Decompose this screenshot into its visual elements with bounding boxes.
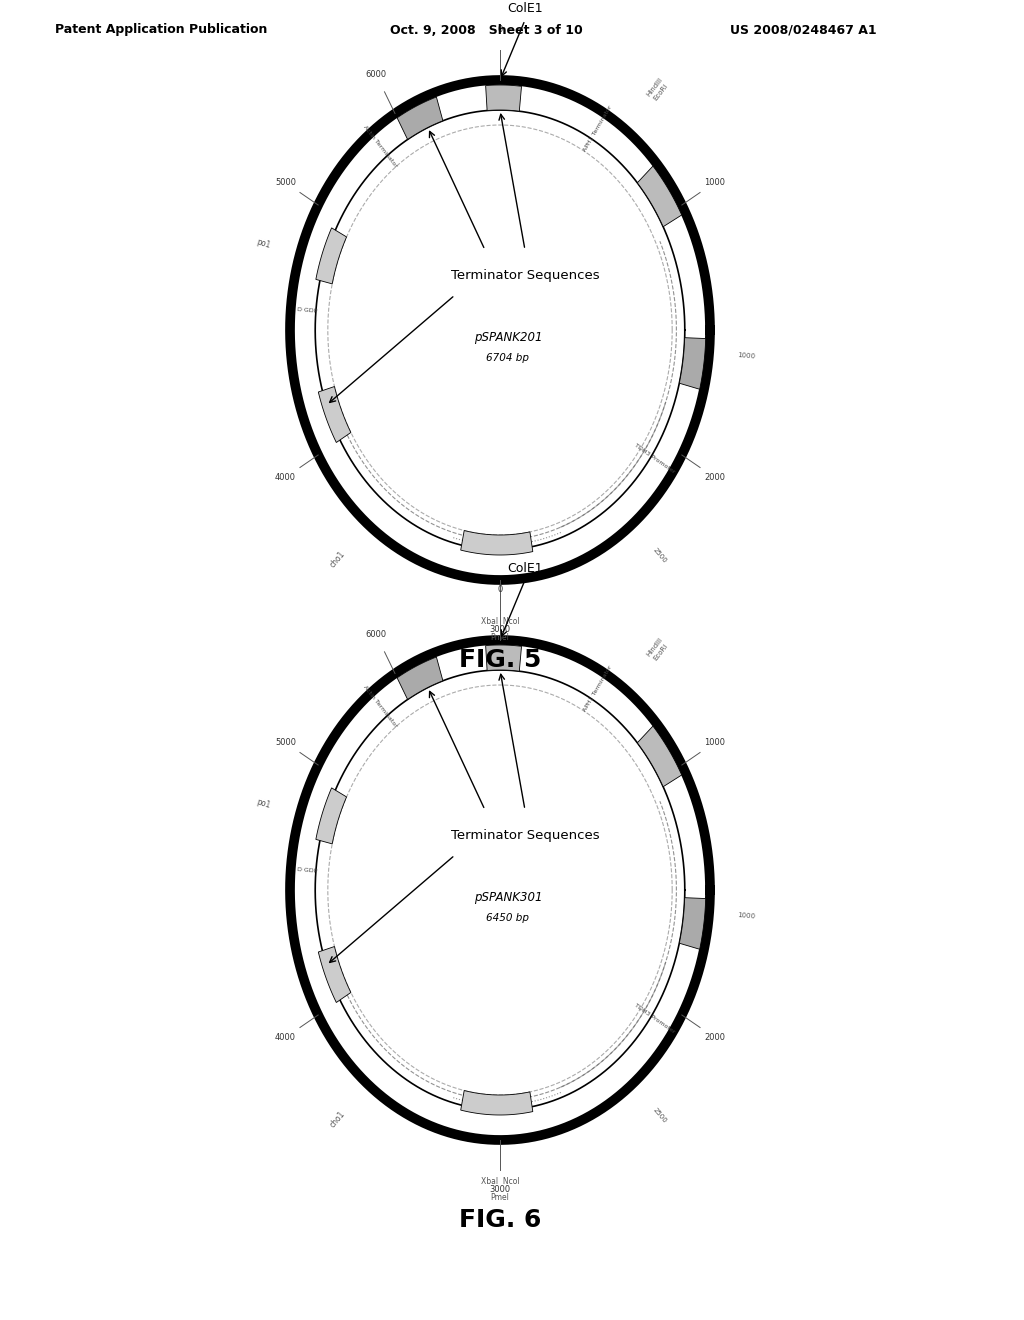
Text: FIG. 6: FIG. 6 bbox=[459, 1208, 542, 1232]
Text: 3000: 3000 bbox=[489, 1185, 511, 1195]
Text: Actin Terminator: Actin Terminator bbox=[361, 125, 397, 169]
Text: 0: 0 bbox=[498, 25, 503, 34]
Text: US 2008/0248467 A1: US 2008/0248467 A1 bbox=[730, 24, 877, 37]
Text: 6000: 6000 bbox=[366, 630, 387, 639]
Polygon shape bbox=[397, 657, 443, 700]
Text: Terminator Sequences: Terminator Sequences bbox=[451, 829, 599, 842]
Text: Patent Application Publication: Patent Application Publication bbox=[55, 24, 267, 37]
Polygon shape bbox=[318, 946, 351, 1002]
Polygon shape bbox=[679, 898, 706, 949]
Text: pSPANK201: pSPANK201 bbox=[474, 331, 543, 345]
Text: Actin Terminator: Actin Terminator bbox=[361, 685, 397, 729]
Text: ColE1: ColE1 bbox=[507, 562, 543, 576]
Text: 4000: 4000 bbox=[274, 1034, 296, 1041]
Text: HindIII
EcoRI: HindIII EcoRI bbox=[646, 638, 670, 663]
Text: pSPANK301: pSPANK301 bbox=[474, 891, 543, 904]
Text: TDH3 Promoter: TDH3 Promoter bbox=[634, 444, 676, 475]
Polygon shape bbox=[315, 228, 346, 284]
Text: APH1 Terminator: APH1 Terminator bbox=[583, 665, 613, 713]
Polygon shape bbox=[679, 338, 706, 389]
Polygon shape bbox=[461, 1090, 532, 1115]
Text: cho1: cho1 bbox=[329, 1110, 347, 1130]
Text: XbaI  NcoI: XbaI NcoI bbox=[480, 618, 519, 627]
Text: PmeI: PmeI bbox=[490, 1192, 509, 1201]
Text: 5000: 5000 bbox=[274, 738, 296, 747]
Text: 1000: 1000 bbox=[737, 912, 756, 920]
Text: 5000: 5000 bbox=[274, 178, 296, 187]
Text: cho1: cho1 bbox=[329, 550, 347, 570]
Text: XbaI  NcoI: XbaI NcoI bbox=[480, 1177, 519, 1187]
Text: APH1 Terminator: APH1 Terminator bbox=[583, 104, 613, 153]
Text: FIG. 5: FIG. 5 bbox=[459, 648, 542, 672]
Text: 1000: 1000 bbox=[705, 738, 725, 747]
Text: HindIII
EcoRI: HindIII EcoRI bbox=[646, 77, 670, 103]
Polygon shape bbox=[637, 166, 682, 227]
Text: D GDP: D GDP bbox=[297, 867, 317, 874]
Polygon shape bbox=[637, 726, 682, 787]
Text: TDH3 Promoter: TDH3 Promoter bbox=[634, 1003, 676, 1035]
Text: 1000: 1000 bbox=[737, 352, 756, 359]
Text: 4000: 4000 bbox=[274, 473, 296, 482]
Text: 2000: 2000 bbox=[705, 473, 725, 482]
Polygon shape bbox=[315, 788, 346, 843]
Text: 0: 0 bbox=[498, 586, 503, 594]
Text: 1000: 1000 bbox=[705, 178, 725, 187]
Polygon shape bbox=[485, 84, 521, 111]
Text: 6000: 6000 bbox=[366, 70, 387, 79]
Text: PmeI: PmeI bbox=[490, 632, 509, 642]
Text: 2500: 2500 bbox=[651, 548, 668, 565]
Text: D GDP: D GDP bbox=[297, 306, 317, 313]
Text: 6704 bp: 6704 bp bbox=[486, 352, 529, 363]
Text: 6450 bp: 6450 bp bbox=[486, 913, 529, 923]
Polygon shape bbox=[461, 531, 532, 554]
Text: Terminator Sequences: Terminator Sequences bbox=[451, 268, 599, 281]
Text: 2500: 2500 bbox=[651, 1107, 668, 1125]
Polygon shape bbox=[397, 96, 443, 140]
Text: po1: po1 bbox=[255, 797, 271, 810]
Text: Oct. 9, 2008   Sheet 3 of 10: Oct. 9, 2008 Sheet 3 of 10 bbox=[390, 24, 583, 37]
Text: 3000: 3000 bbox=[489, 626, 511, 635]
Polygon shape bbox=[485, 645, 521, 671]
Text: ColE1: ColE1 bbox=[507, 3, 543, 15]
Text: 2000: 2000 bbox=[705, 1034, 725, 1041]
Polygon shape bbox=[318, 387, 351, 442]
Text: po1: po1 bbox=[255, 238, 271, 249]
